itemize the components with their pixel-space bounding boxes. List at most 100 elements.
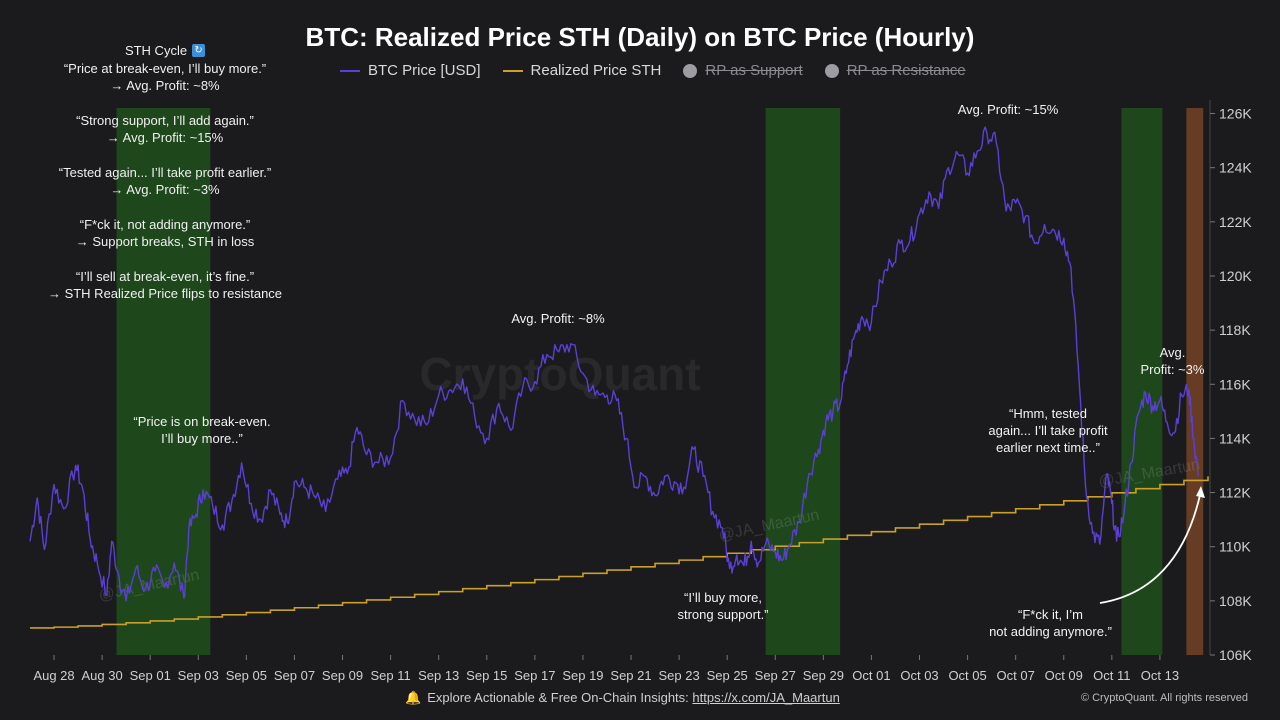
x-tick-label: Sep 09 bbox=[322, 668, 363, 683]
sth-cycle-heading: STH Cycle ↻ bbox=[30, 42, 300, 60]
x-tick-label: Oct 05 bbox=[948, 668, 986, 683]
y-tick-label: 114K bbox=[1219, 430, 1251, 446]
y-tick-label: 106K bbox=[1219, 647, 1252, 663]
sth-cycle-title: STH Cycle bbox=[124, 43, 188, 58]
cycle-quote: “I’ll sell at break-even, it’s fine.” bbox=[75, 268, 255, 284]
annotation-line: strong support.” bbox=[677, 607, 769, 622]
annotation-line: “I’ll buy more, bbox=[683, 590, 763, 605]
annotation-tested-again: “Hmm, tested again... I’ll take profit e… bbox=[963, 405, 1133, 456]
cycle-result: → Avg. Profit: ~3% bbox=[110, 182, 220, 197]
cycle-quote: “Price at break-even, I’ll buy more.” bbox=[63, 60, 267, 76]
footer-link[interactable]: https://x.com/JA_Maartun bbox=[692, 690, 840, 705]
x-tick-label: Sep 27 bbox=[755, 668, 796, 683]
annotation-line: “Hmm, tested bbox=[1008, 406, 1087, 421]
x-tick-label: Sep 21 bbox=[610, 668, 651, 683]
x-tick-label: Sep 15 bbox=[466, 668, 507, 683]
cycle-step: “I’ll sell at break-even, it’s fine.” → … bbox=[30, 268, 300, 303]
legend-label: RP as Support bbox=[705, 62, 803, 79]
refresh-icon: ↻ bbox=[192, 44, 206, 58]
legend-item-btc-price[interactable]: BTC Price [USD] bbox=[340, 62, 481, 79]
btc-price-path bbox=[29, 126, 1200, 602]
x-tick-label: Oct 01 bbox=[852, 668, 890, 683]
x-tick-label: Oct 11 bbox=[1093, 668, 1130, 683]
y-axis: 106K 108K 110K 112K 114K 116K 118K 120K 122K 124K… bbox=[1209, 100, 1252, 663]
shaded-zone-orange bbox=[1186, 108, 1204, 655]
shaded-zone-green bbox=[765, 108, 841, 655]
legend-label: RP as Resistance bbox=[846, 62, 966, 79]
legend: BTC Price [USD] Realized Price STH RP as… bbox=[340, 62, 966, 79]
arrow-head bbox=[1196, 486, 1205, 498]
cycle-result: → Avg. Profit: ~15% bbox=[106, 130, 224, 145]
rp-sth-path bbox=[30, 476, 1209, 629]
annotation-arrows bbox=[1099, 486, 1205, 604]
legend-dot-icon bbox=[683, 63, 698, 78]
cycle-step: “Price at break-even, I’ll buy more.” → … bbox=[30, 60, 300, 95]
cycle-quote: “F*ck it, not adding anymore.” bbox=[79, 216, 251, 232]
y-tick-label: 112K bbox=[1219, 485, 1251, 501]
x-tick-label: Sep 11 bbox=[370, 668, 410, 683]
y-tick-label: 118K bbox=[1219, 322, 1251, 338]
cycle-step: “Tested again... I’ll take profit earlie… bbox=[30, 164, 300, 199]
shaded-zone-green bbox=[1121, 108, 1163, 655]
legend-item-rp-as-resistance[interactable]: RP as Resistance bbox=[824, 62, 966, 79]
y-tick-label: 108K bbox=[1219, 593, 1252, 609]
annotation-line: “Price is on break-even. bbox=[133, 414, 271, 429]
x-axis: Aug 28 Aug 30 Sep 01 Sep 03 Sep 05 Sep 07 Sep … bbox=[33, 655, 1179, 683]
legend-dot-icon bbox=[824, 63, 839, 78]
x-tick-label: Sep 19 bbox=[562, 668, 603, 683]
legend-swatch bbox=[502, 69, 523, 72]
cycle-quote: “Tested again... I’ll take profit earlie… bbox=[58, 164, 272, 180]
x-tick-label: Sep 03 bbox=[178, 668, 219, 683]
shaded-zones bbox=[116, 108, 1204, 655]
annotation-line: again... I’ll take profit bbox=[988, 423, 1108, 438]
annotation-line: Avg. bbox=[1159, 345, 1186, 360]
annotation-not-adding: “F*ck it, I’m not adding anymore.” bbox=[973, 606, 1128, 640]
footer-copyright: © CryptoQuant. All rights reserved bbox=[1080, 692, 1248, 704]
x-tick-label: Sep 07 bbox=[274, 668, 315, 683]
legend-label: BTC Price [USD] bbox=[368, 62, 481, 79]
annotation-line: Profit: ~3% bbox=[1140, 362, 1205, 377]
x-tick-label: Sep 13 bbox=[418, 668, 459, 683]
y-tick-label: 124K bbox=[1219, 160, 1252, 176]
x-tick-label: Oct 07 bbox=[997, 668, 1035, 683]
annotation-break-even: “Price is on break-even. I’ll buy more..… bbox=[117, 413, 287, 447]
legend-label: Realized Price STH bbox=[530, 62, 662, 79]
x-tick-label: Oct 03 bbox=[900, 668, 938, 683]
cycle-result: → Support breaks, STH in loss bbox=[75, 234, 255, 249]
legend-item-realized-price-sth[interactable]: Realized Price STH bbox=[502, 62, 662, 79]
x-tick-label: Sep 25 bbox=[707, 668, 748, 683]
shaded-zone-green bbox=[116, 108, 211, 655]
bell-icon: 🔔 bbox=[405, 690, 422, 705]
x-tick-label: Oct 09 bbox=[1045, 668, 1083, 683]
annotation-profit-15: Avg. Profit: ~15% bbox=[957, 102, 1059, 117]
annotation-line: “F*ck it, I’m bbox=[1018, 607, 1083, 622]
x-tick-label: Aug 30 bbox=[82, 668, 123, 683]
footer-explore-text: Explore Actionable & Free On-Chain Insig… bbox=[427, 690, 689, 705]
x-tick-label: Sep 17 bbox=[514, 668, 555, 683]
x-tick-label: Oct 13 bbox=[1141, 668, 1179, 683]
sth-cycle-panel: STH Cycle ↻ “Price at break-even, I’ll b… bbox=[30, 42, 300, 303]
footer-explore: 🔔 Explore Actionable & Free On-Chain Insi… bbox=[405, 690, 840, 706]
cycle-step: “F*ck it, not adding anymore.” → Support… bbox=[30, 216, 300, 251]
legend-swatch bbox=[340, 69, 360, 72]
legend-item-rp-as-support[interactable]: RP as Support bbox=[683, 62, 803, 79]
cycle-quote: “Strong support, I’ll add again.” bbox=[76, 112, 254, 128]
y-tick-label: 120K bbox=[1219, 268, 1252, 284]
chart-title: BTC: Realized Price STH (Daily) on BTC P… bbox=[305, 22, 975, 52]
cycle-result: → STH Realized Price flips to resistance bbox=[47, 286, 283, 301]
annotation-line: earlier next time..” bbox=[995, 440, 1101, 455]
x-tick-label: Sep 23 bbox=[659, 668, 700, 683]
y-tick-label: 126K bbox=[1219, 106, 1252, 122]
btc-price-line bbox=[29, 126, 1200, 602]
x-tick-label: Sep 01 bbox=[130, 668, 171, 683]
y-tick-label: 110K bbox=[1219, 539, 1251, 555]
annotation-profit-8: Avg. Profit: ~8% bbox=[511, 311, 605, 326]
footer: 🔔 Explore Actionable & Free On-Chain Insi… bbox=[0, 690, 1280, 720]
cycle-step: “Strong support, I’ll add again.” → Avg.… bbox=[30, 112, 300, 147]
y-tick-label: 122K bbox=[1219, 214, 1252, 230]
watermark-cryptoquant: CryptoQuant bbox=[419, 348, 700, 400]
realized-price-sth-line bbox=[30, 476, 1209, 629]
annotation-line: not adding anymore.” bbox=[989, 624, 1112, 639]
x-tick-label: Sep 29 bbox=[803, 668, 844, 683]
annotation-line: I’ll buy more..” bbox=[161, 431, 243, 446]
